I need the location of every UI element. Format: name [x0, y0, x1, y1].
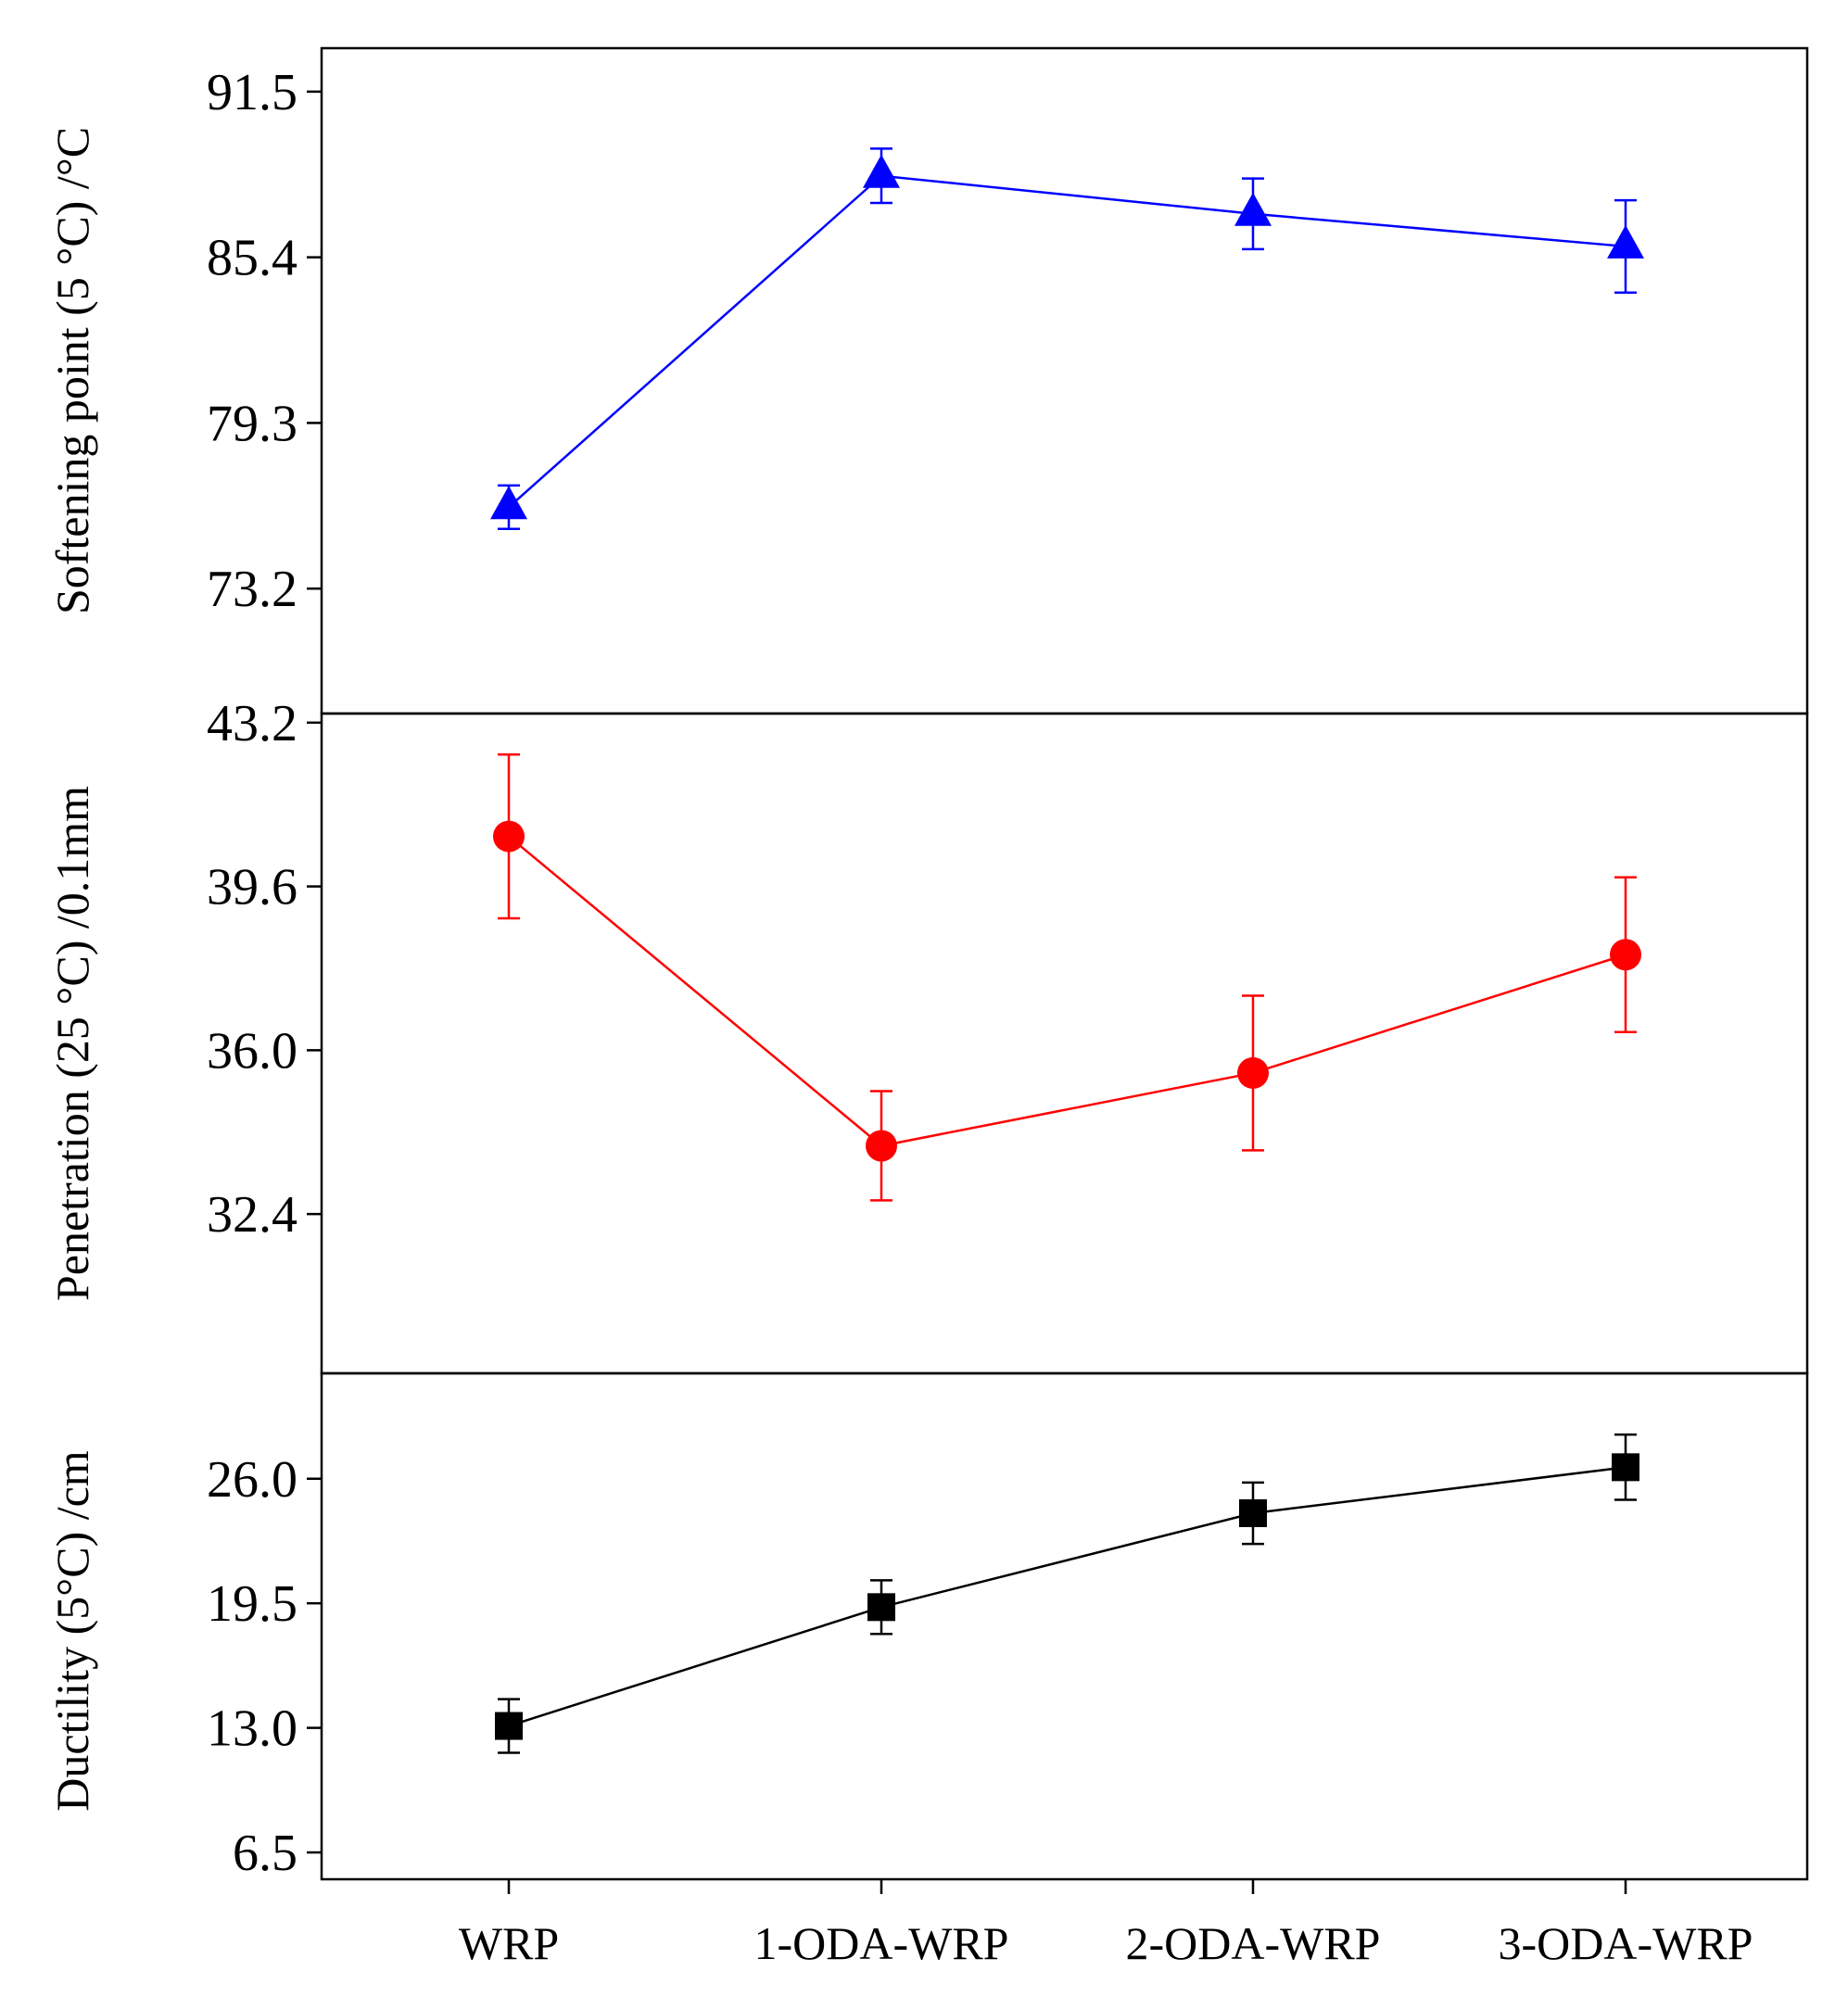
x-category-label: 1-ODA-WRP — [754, 1917, 1009, 1969]
ductility-data-point — [1612, 1453, 1639, 1482]
softening-y-tick-label: 85.4 — [207, 230, 297, 287]
x-category-label: 3-ODA-WRP — [1499, 1917, 1753, 1969]
panel-ductility-ticks: 6.5 13.0 19.5 26.0 — [207, 1451, 322, 1882]
panel-ductility: 6.5 13.0 19.5 26.0 Ductility (5°C) /cm — [46, 1371, 1809, 1882]
penetration-data-point — [1610, 939, 1641, 971]
softening-y-tick-label: 91.5 — [207, 64, 297, 121]
penetration-data-point — [866, 1130, 897, 1162]
softening-series-line — [508, 174, 1626, 509]
penetration-y-tick-label: 43.2 — [207, 695, 297, 752]
softening-y-tick-label: 79.3 — [207, 395, 297, 452]
softening-data-point — [1607, 224, 1644, 259]
x-category-label: 2-ODA-WRP — [1126, 1917, 1381, 1969]
penetration-y-tick-label: 39.6 — [207, 859, 297, 916]
panel-ductility-series — [495, 1433, 1639, 1754]
ductility-y-axis-title: Ductility (5°C) /cm — [46, 1450, 98, 1811]
ductility-y-tick-label: 13.0 — [207, 1700, 297, 1758]
panel-softening-ticks: 73.2 79.3 85.4 91.5 — [207, 64, 322, 618]
ductility-data-point — [495, 1712, 523, 1740]
penetration-y-axis-title: Penetration (25 °C) /0.1mm — [46, 786, 98, 1301]
penetration-data-point — [1237, 1056, 1269, 1089]
softening-y-tick-label: 73.2 — [207, 561, 297, 618]
penetration-y-tick-label: 32.4 — [207, 1186, 297, 1244]
panel-penetration-frame — [320, 712, 1809, 1375]
ductility-y-tick-label: 19.5 — [207, 1575, 297, 1633]
panel-ductility-frame — [320, 1371, 1809, 1881]
softening-data-point — [863, 154, 900, 188]
ductility-data-point — [1239, 1498, 1267, 1527]
panel-penetration: 32.4 36.0 39.6 43.2 Penetration (25 °C) /0.… — [46, 695, 1809, 1375]
panel-penetration-ticks: 32.4 36.0 39.6 43.2 — [207, 695, 322, 1244]
panel-softening-frame — [320, 46, 1809, 715]
panel-softening-series — [490, 147, 1644, 530]
x-category-label: WRP — [459, 1917, 559, 1969]
ductility-series-line — [508, 1466, 1626, 1727]
penetration-series-line — [508, 835, 1626, 1147]
ductility-y-tick-label: 6.5 — [233, 1825, 297, 1882]
penetration-data-point — [493, 820, 525, 853]
panel-penetration-series — [493, 752, 1641, 1202]
panel-softening: 73.2 79.3 85.4 91.5 Softening point (5 °C) … — [46, 46, 1809, 715]
x-axis: WRP 1-ODA-WRP 2-ODA-WRP 3-ODA-WRP — [459, 1879, 1753, 1969]
ductility-y-tick-label: 26.0 — [207, 1451, 297, 1509]
penetration-y-tick-label: 36.0 — [207, 1022, 297, 1080]
ductility-data-point — [867, 1593, 895, 1622]
softening-data-point — [490, 486, 527, 520]
softening-data-point — [1234, 192, 1272, 226]
softening-y-axis-title: Softening point (5 °C) /°C — [46, 127, 98, 614]
